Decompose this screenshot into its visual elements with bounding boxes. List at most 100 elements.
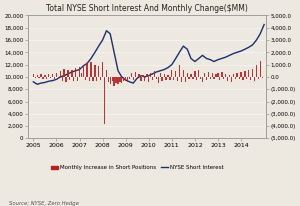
Bar <box>233 74 234 77</box>
Bar <box>58 77 59 79</box>
Legend: Monthly Increase in Short Positions, NYSE Short Interest: Monthly Increase in Short Positions, NYS… <box>49 163 226 173</box>
Bar <box>83 65 84 77</box>
Bar <box>40 74 42 77</box>
Bar <box>231 77 232 82</box>
Bar <box>146 74 148 77</box>
Bar <box>75 68 76 77</box>
Bar <box>54 77 55 79</box>
Bar <box>112 77 113 81</box>
Bar <box>215 74 217 77</box>
Bar <box>244 71 246 77</box>
Bar <box>37 75 38 77</box>
Bar <box>235 77 236 79</box>
Bar <box>42 77 44 79</box>
Bar <box>156 77 157 79</box>
Bar <box>254 77 255 81</box>
Bar <box>242 77 244 80</box>
Bar <box>46 77 47 79</box>
Bar <box>50 77 51 78</box>
Bar <box>135 72 136 77</box>
Bar <box>88 77 90 81</box>
Bar <box>106 69 107 77</box>
Bar <box>213 77 215 79</box>
Bar <box>167 75 169 77</box>
Bar <box>127 77 128 82</box>
Bar <box>113 77 115 85</box>
Text: Source: NYSE, Zero Hedge: Source: NYSE, Zero Hedge <box>9 201 79 206</box>
Bar <box>115 77 117 83</box>
Bar <box>129 77 130 79</box>
Bar <box>173 77 174 80</box>
Bar <box>208 72 209 77</box>
Bar <box>102 62 103 77</box>
Bar <box>104 77 105 124</box>
Bar <box>198 69 200 77</box>
Bar <box>240 72 242 77</box>
Bar <box>165 77 167 80</box>
Bar <box>206 77 207 80</box>
Bar <box>175 71 176 77</box>
Bar <box>98 66 99 77</box>
Bar <box>67 70 69 77</box>
Bar <box>56 73 57 77</box>
Bar <box>177 77 178 81</box>
Bar <box>204 73 205 77</box>
Bar <box>85 77 86 80</box>
Bar <box>196 77 197 80</box>
Bar <box>63 69 65 77</box>
Bar <box>61 77 63 81</box>
Bar <box>217 73 219 77</box>
Bar <box>183 70 184 77</box>
Bar <box>60 71 61 77</box>
Bar <box>73 77 74 81</box>
Bar <box>184 77 186 82</box>
Bar <box>187 74 188 77</box>
Bar <box>94 65 96 77</box>
Bar <box>160 74 161 77</box>
Bar <box>33 74 34 77</box>
Bar <box>161 77 163 81</box>
Bar <box>248 70 249 77</box>
Bar <box>227 77 228 81</box>
Bar <box>123 77 124 81</box>
Bar <box>252 69 253 77</box>
Bar <box>181 77 182 82</box>
Bar <box>258 77 259 79</box>
Bar <box>210 77 211 79</box>
Bar <box>152 77 153 80</box>
Bar <box>223 77 224 79</box>
Bar <box>229 75 230 77</box>
Bar <box>142 75 144 77</box>
Bar <box>38 77 40 78</box>
Bar <box>96 77 98 81</box>
Bar <box>100 77 101 80</box>
Bar <box>194 71 196 77</box>
Bar <box>190 74 192 77</box>
Bar <box>169 77 171 80</box>
Bar <box>154 71 155 77</box>
Bar <box>79 67 80 77</box>
Bar <box>200 77 201 79</box>
Bar <box>236 74 238 77</box>
Bar <box>260 61 261 77</box>
Bar <box>138 74 140 77</box>
Bar <box>108 77 109 82</box>
Bar <box>212 74 213 77</box>
Bar <box>219 77 220 80</box>
Bar <box>225 74 226 77</box>
Bar <box>117 77 119 84</box>
Bar <box>171 69 172 77</box>
Bar <box>69 77 70 80</box>
Bar <box>92 77 94 81</box>
Bar <box>158 77 159 83</box>
Bar <box>140 77 142 81</box>
Bar <box>238 77 240 79</box>
Bar <box>71 69 73 77</box>
Bar <box>250 77 251 80</box>
Bar <box>131 73 132 77</box>
Bar <box>192 77 194 79</box>
Title: Total NYSE Short Interest And Monthly Change($MM): Total NYSE Short Interest And Monthly Ch… <box>46 4 248 13</box>
Bar <box>164 74 165 77</box>
Bar <box>179 65 180 77</box>
Bar <box>77 77 78 81</box>
